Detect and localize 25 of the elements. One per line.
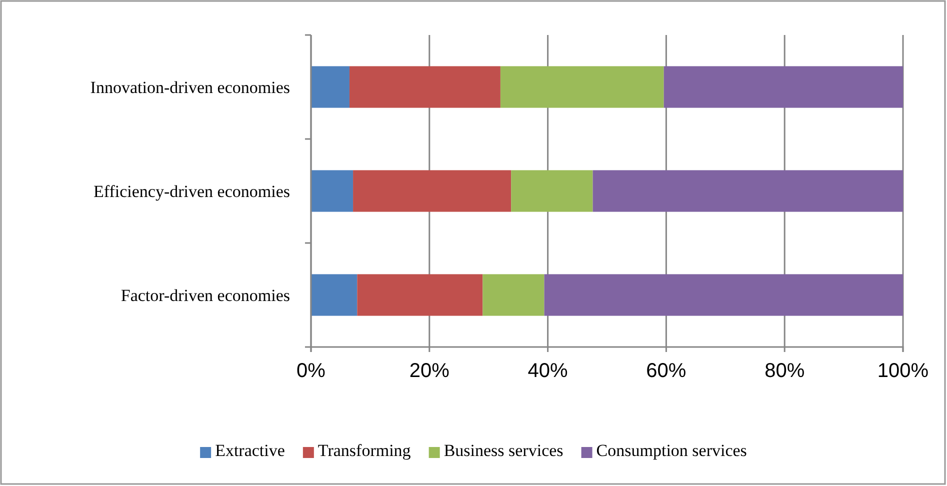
bar [511,170,593,212]
x-tick-label: 20% [409,360,450,382]
legend-label: Extractive [215,441,285,460]
x-tick-label: 40% [528,360,568,382]
bar [311,170,354,212]
bar [482,274,544,316]
bar [544,274,903,316]
x-tick-label: 80% [764,360,805,382]
x-tick-label: 100% [877,360,929,382]
y-tick-label: Efficiency-driven economies [93,182,290,201]
bar [500,66,664,108]
x-tick-label: 0% [296,360,326,382]
bar [664,66,903,108]
bar [311,274,358,316]
legend-label: Business services [444,441,564,460]
bar [353,170,512,212]
y-tick-label: Factor-driven economies [120,286,290,305]
y-tick-label: Innovation-driven economies [90,78,290,97]
legend-label: Consumption services [596,441,747,460]
bar [349,66,500,108]
legend-label: Transforming [318,441,412,460]
bar [592,170,903,212]
bar [357,274,483,316]
bar [311,66,350,108]
x-tick-label: 60% [646,360,686,382]
